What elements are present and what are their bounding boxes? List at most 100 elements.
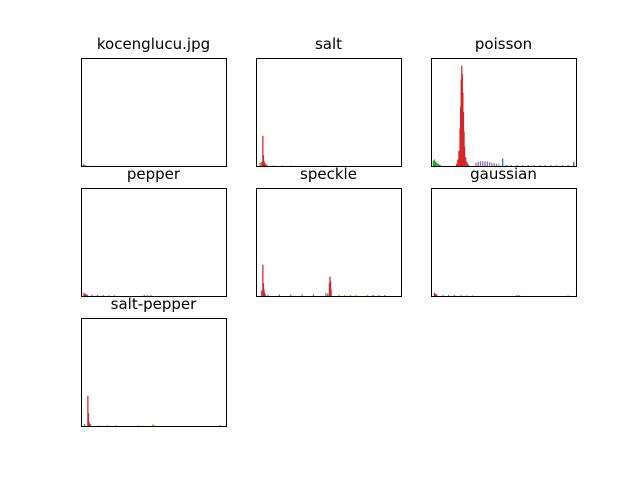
histogram-bar bbox=[366, 294, 369, 296]
histogram-bar bbox=[273, 165, 275, 166]
histogram-bar bbox=[539, 164, 541, 166]
histogram-bar bbox=[438, 164, 440, 166]
histogram-bar bbox=[355, 294, 357, 296]
histogram-bar bbox=[89, 423, 91, 426]
histogram-bar bbox=[259, 162, 261, 166]
histogram-bar bbox=[486, 161, 488, 166]
histogram-bar bbox=[442, 294, 444, 296]
histogram-bar bbox=[491, 162, 493, 166]
histogram-bar bbox=[278, 294, 280, 296]
axes-frame bbox=[81, 318, 227, 427]
histogram-bar bbox=[338, 294, 340, 296]
histogram-bar bbox=[561, 164, 564, 166]
histogram-bar bbox=[466, 161, 468, 166]
histogram-bar bbox=[432, 160, 434, 166]
histogram-panel: salt bbox=[256, 35, 402, 167]
histogram-bar bbox=[344, 294, 346, 296]
histogram-bar bbox=[556, 164, 558, 166]
histogram-bar bbox=[83, 165, 86, 166]
axes-frame bbox=[431, 188, 577, 297]
histogram-panel: salt-pepper bbox=[81, 295, 227, 427]
histogram-bar bbox=[434, 293, 437, 296]
histogram-bar bbox=[262, 135, 264, 166]
histogram-bar bbox=[152, 424, 154, 426]
histogram-bar bbox=[88, 421, 90, 426]
panel-title: poisson bbox=[475, 35, 532, 53]
histogram-bar bbox=[466, 295, 468, 296]
histogram-panel: poisson bbox=[431, 35, 577, 167]
histogram-bar bbox=[349, 294, 352, 296]
histogram-bar bbox=[465, 157, 467, 166]
histogram-bar bbox=[106, 425, 108, 426]
axes-frame bbox=[431, 58, 577, 167]
histogram-bar bbox=[85, 294, 87, 296]
histogram-bar bbox=[150, 295, 152, 296]
histogram-bar bbox=[146, 295, 149, 296]
histogram-bar bbox=[544, 164, 546, 166]
histogram-bar bbox=[458, 150, 460, 166]
histogram-bar bbox=[475, 162, 477, 166]
histogram-bar bbox=[506, 164, 508, 166]
histogram-bar bbox=[433, 159, 436, 166]
histogram-bar bbox=[453, 294, 455, 296]
histogram-bar bbox=[460, 295, 462, 296]
histogram-panel: speckle bbox=[256, 165, 402, 297]
histogram-bar bbox=[457, 159, 459, 166]
axes-frame bbox=[81, 58, 227, 167]
histogram-bar bbox=[261, 161, 263, 166]
histogram-bar bbox=[301, 294, 303, 296]
histogram-bar bbox=[456, 163, 458, 166]
histogram-bar bbox=[96, 294, 99, 296]
histogram-bar bbox=[516, 294, 518, 296]
axes-frame bbox=[256, 188, 402, 297]
histogram-bar bbox=[482, 161, 484, 166]
histogram-bar bbox=[573, 162, 575, 166]
histogram-bar bbox=[312, 294, 315, 296]
histogram-bar bbox=[518, 295, 520, 296]
histogram-bar bbox=[327, 293, 329, 296]
histogram-bar bbox=[330, 289, 332, 296]
histogram-bar bbox=[493, 163, 495, 166]
histogram-panel: kocenglucu.jpg bbox=[81, 35, 227, 167]
histogram-bar bbox=[477, 161, 479, 166]
histogram-bar bbox=[434, 161, 437, 166]
histogram-panel: pepper bbox=[81, 165, 227, 297]
histogram-bar bbox=[495, 163, 498, 166]
histogram-panel: gaussian bbox=[431, 165, 577, 297]
histogram-bar bbox=[510, 164, 512, 166]
histogram-bar bbox=[84, 293, 86, 296]
histogram-bar bbox=[463, 146, 466, 166]
histogram-bar bbox=[527, 164, 529, 166]
histogram-bar bbox=[262, 264, 264, 296]
histogram-bar bbox=[471, 295, 474, 296]
histogram-bar bbox=[372, 294, 374, 296]
histogram-bar bbox=[383, 295, 386, 296]
histogram-bar bbox=[325, 292, 327, 296]
histogram-bar bbox=[479, 161, 482, 166]
histogram-bar bbox=[489, 162, 491, 166]
histogram-bar bbox=[102, 294, 104, 296]
histogram-bar bbox=[98, 425, 100, 426]
histogram-bar bbox=[567, 295, 569, 296]
histogram-bar bbox=[87, 395, 89, 426]
histogram-bar bbox=[550, 164, 552, 166]
panel-title: salt bbox=[315, 35, 342, 53]
histogram-bar bbox=[467, 163, 469, 166]
histogram-bar bbox=[83, 423, 86, 426]
histogram-bar bbox=[533, 164, 535, 166]
histogram-bar bbox=[498, 164, 500, 166]
histogram-bar bbox=[439, 164, 441, 166]
panel-title: salt-pepper bbox=[111, 295, 197, 313]
histogram-bar bbox=[87, 413, 90, 426]
histogram-bar bbox=[91, 294, 93, 296]
histogram-bar bbox=[378, 295, 380, 296]
axes-frame bbox=[256, 58, 402, 167]
histogram-bar bbox=[263, 162, 266, 166]
histogram-bar bbox=[83, 164, 85, 166]
histogram-bar bbox=[86, 294, 88, 296]
histogram-bar bbox=[436, 162, 438, 166]
histogram-bar bbox=[290, 294, 292, 296]
panel-title: speckle bbox=[300, 165, 357, 183]
histogram-bar bbox=[329, 280, 332, 296]
